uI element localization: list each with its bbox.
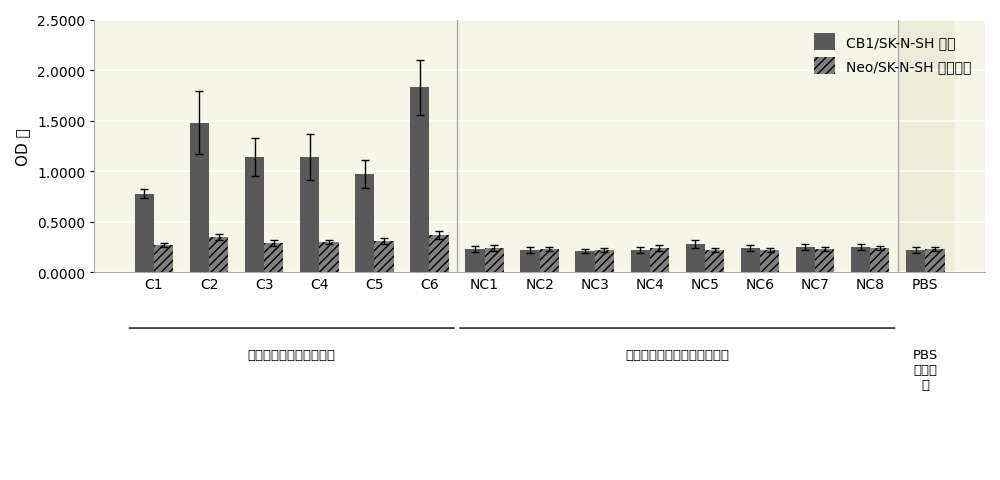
- Bar: [319, 242, 339, 273]
- Bar: [650, 249, 669, 273]
- Text: 无吸食史的正常人的毛发样本: 无吸食史的正常人的毛发样本: [625, 348, 729, 361]
- Bar: [705, 251, 724, 273]
- Bar: [485, 249, 504, 273]
- Bar: [851, 248, 870, 273]
- Bar: [429, 236, 449, 273]
- Text: 大麻吸食人员的毛发样本: 大麻吸食人员的毛发样本: [248, 348, 336, 361]
- Bar: [925, 250, 945, 273]
- Bar: [906, 251, 925, 273]
- Bar: [264, 243, 283, 273]
- Bar: [135, 194, 154, 273]
- Bar: [374, 241, 394, 273]
- Bar: [760, 251, 779, 273]
- Bar: [898, 21, 953, 273]
- Bar: [300, 158, 319, 273]
- Bar: [686, 245, 705, 273]
- Bar: [190, 123, 209, 273]
- Bar: [595, 251, 614, 273]
- Y-axis label: OD 值: OD 值: [15, 128, 30, 166]
- Bar: [520, 251, 540, 273]
- Bar: [355, 175, 374, 273]
- Legend: CB1/SK-N-SH 细胞, Neo/SK-N-SH 对照细胞: CB1/SK-N-SH 细胞, Neo/SK-N-SH 对照细胞: [807, 27, 978, 82]
- Bar: [465, 250, 485, 273]
- Bar: [631, 251, 650, 273]
- Bar: [540, 250, 559, 273]
- Bar: [209, 238, 228, 273]
- Bar: [870, 249, 889, 273]
- Text: PBS
空白对
照: PBS 空白对 照: [913, 348, 938, 392]
- Bar: [741, 249, 760, 273]
- Bar: [245, 158, 264, 273]
- Bar: [575, 252, 595, 273]
- Bar: [796, 248, 815, 273]
- Bar: [154, 246, 173, 273]
- Bar: [815, 250, 834, 273]
- Bar: [410, 88, 429, 273]
